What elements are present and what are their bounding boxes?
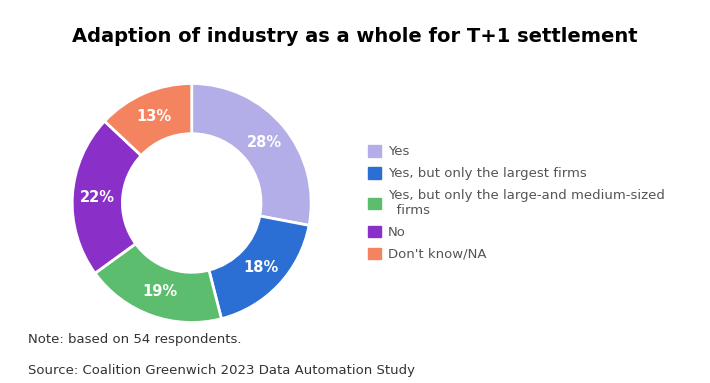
Text: 22%: 22% <box>80 190 115 205</box>
Text: 19%: 19% <box>142 284 178 299</box>
Wedge shape <box>192 83 311 225</box>
Wedge shape <box>95 244 222 322</box>
Wedge shape <box>209 216 309 319</box>
Text: Adaption of industry as a whole for T+1 settlement: Adaption of industry as a whole for T+1 … <box>72 27 638 46</box>
Wedge shape <box>72 121 141 273</box>
Text: 13%: 13% <box>136 109 172 124</box>
Text: Source: Coalition Greenwich 2023 Data Automation Study: Source: Coalition Greenwich 2023 Data Au… <box>28 364 415 377</box>
Wedge shape <box>104 83 192 155</box>
Text: 18%: 18% <box>243 260 278 275</box>
Text: Note: based on 54 respondents.: Note: based on 54 respondents. <box>28 333 242 346</box>
Legend: Yes, Yes, but only the largest firms, Yes, but only the large-and medium-sized
 : Yes, Yes, but only the largest firms, Ye… <box>363 140 670 266</box>
Text: 28%: 28% <box>247 135 282 150</box>
